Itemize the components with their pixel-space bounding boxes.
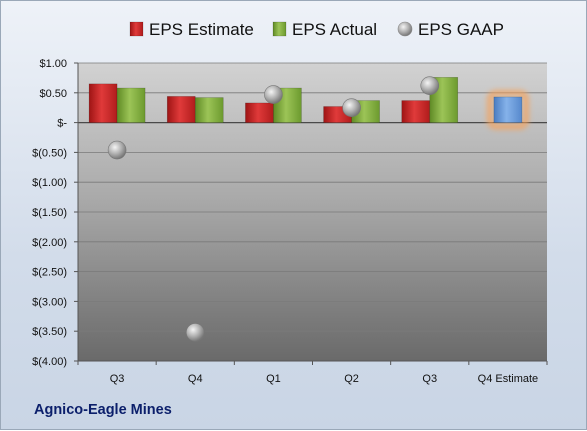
forecast-glow [487,90,529,130]
y-tick-label: $- [57,118,67,130]
x-tick-label: Q3 [110,373,125,385]
x-tick-label: Q4 Estimate [478,373,539,385]
bar-eps-estimate [88,83,118,123]
point-eps-gaap [185,323,205,342]
y-tick-label: $(1.50) [32,207,67,219]
bar-eps-estimate [401,100,431,123]
x-axis: Q3 Q4 Q1 Q2 Q3 Q4 Estimate [77,360,548,385]
bar-eps-estimate [166,96,196,123]
x-tick-label: Q3 [422,373,437,385]
x-tick-label: Q2 [344,373,359,385]
y-tick-label: $(1.00) [32,177,67,189]
bar-eps-actual [116,87,146,123]
point-eps-gaap [420,76,440,95]
y-axis: $1.00 $0.50 $- $(0.50) $(1.00) $(1.50) $(2.00)… [32,58,79,368]
company-name: Agnico-Eagle Mines [34,402,172,418]
bars [88,77,529,130]
point-eps-gaap [107,140,127,160]
legend: EPS Estimate EPS Actual EPS GAAP [129,20,504,39]
legend-marker-eps-estimate [129,21,144,37]
legend-marker-eps-actual [272,21,287,37]
legend-label-eps-estimate: EPS Estimate [149,20,254,39]
legend-marker-eps-gaap [397,21,413,37]
y-tick-label: $1.00 [39,58,67,70]
point-eps-gaap [342,98,361,117]
point-eps-gaap [264,85,283,104]
x-tick-label: Q1 [266,373,281,385]
y-tick-label: $(2.00) [32,237,67,249]
y-tick-label: $0.50 [39,88,67,100]
y-tick-label: $(3.50) [32,326,67,338]
y-tick-label: $(0.50) [32,147,67,159]
bar-eps-estimate [245,102,274,123]
bar-eps-forecast [493,96,523,123]
y-tick-label: $(2.50) [32,267,67,279]
legend-label-eps-gaap: EPS GAAP [418,20,504,39]
legend-label-eps-actual: EPS Actual [292,20,377,39]
gaap-points [107,76,440,342]
y-tick-label: $(4.00) [32,356,67,368]
bar-eps-actual [194,97,224,123]
x-tick-label: Q4 [188,373,203,385]
y-tick-label: $(3.00) [32,296,67,308]
